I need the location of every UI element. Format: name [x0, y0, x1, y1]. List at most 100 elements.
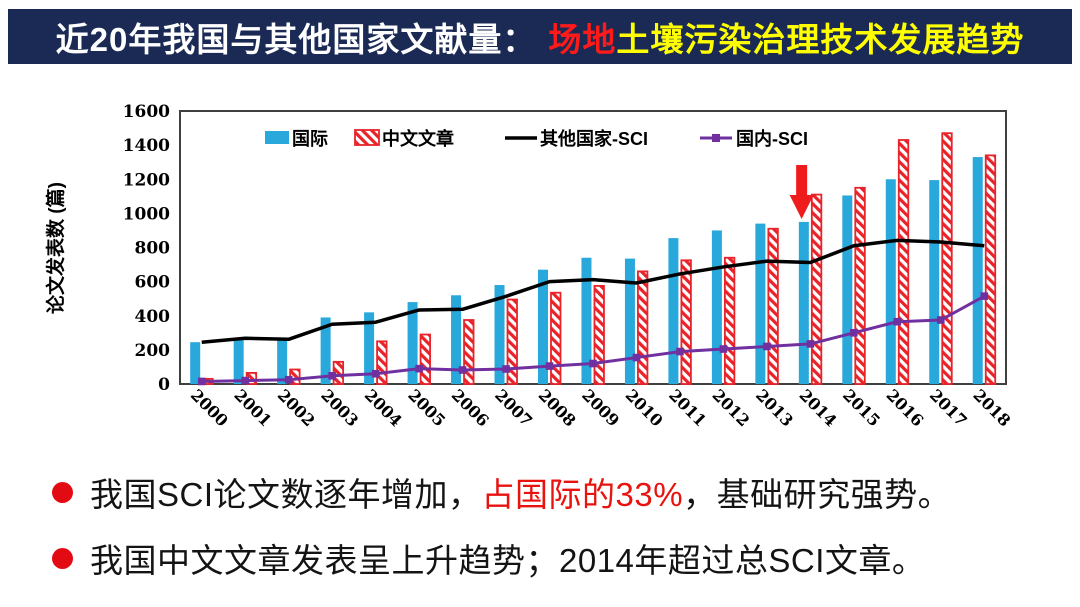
bar-国际-2017 — [929, 180, 940, 384]
marker-国内-SCI-2001 — [241, 376, 250, 385]
y-tick-1200: 1200 — [123, 170, 170, 190]
bar-中文文章-2005 — [419, 333, 431, 385]
x-tick-2006: 2006 — [448, 385, 493, 430]
y-tick-1000: 1000 — [123, 204, 170, 224]
bar-中文文章-2008 — [550, 291, 562, 385]
plot-frame — [179, 110, 1007, 385]
y-tick-1600: 1600 — [123, 102, 170, 122]
x-tick-2017: 2017 — [926, 385, 971, 430]
x-tick-2013: 2013 — [752, 385, 797, 430]
x-tick-2000: 2000 — [187, 385, 232, 430]
bullet-1-segment-1: 我国SCI论文数逐年增加， — [90, 476, 482, 513]
bar-国际-2007 — [494, 285, 505, 384]
marker-国内-SCI-2000 — [197, 377, 206, 386]
marker-国内-SCI-2011 — [676, 347, 684, 356]
x-tick-2012: 2012 — [709, 385, 754, 430]
marker-国内-SCI-2012 — [719, 345, 728, 353]
marker-国内-SCI-2008 — [545, 362, 554, 370]
bar-国际-2015 — [842, 195, 853, 384]
bar-国际-2016 — [885, 179, 896, 384]
title-highlight-site: 场地 — [548, 20, 617, 58]
legend-label-international: 国际 — [292, 129, 328, 149]
bar-中文文章-2015 — [854, 186, 866, 385]
bar-国际-2006 — [451, 295, 462, 384]
bar-国际-2009 — [581, 257, 592, 384]
marker-国内-SCI-2015 — [850, 329, 858, 337]
bar-中文文章-2016 — [897, 139, 910, 385]
bullet-1-segment-2: 占国际的33% — [481, 476, 684, 513]
x-tick-2005: 2005 — [404, 385, 449, 430]
bar-国际-2012 — [711, 230, 722, 384]
x-tick-2015: 2015 — [839, 385, 884, 430]
bar-国际-2014 — [798, 221, 809, 384]
line-其他国家-SCI — [201, 238, 985, 344]
x-tick-2003: 2003 — [317, 385, 362, 430]
marker-国内-SCI-2014 — [806, 340, 815, 348]
marker-国内-SCI-2002 — [284, 375, 293, 384]
marker-国内-SCI-2005 — [415, 364, 423, 373]
legend-label-domestic-sci: 国内-SCI — [736, 128, 808, 149]
bar-中文文章-2014 — [810, 193, 823, 385]
bar-中文文章-2018 — [984, 154, 997, 385]
bullet-item-2: 我国中文文章发表呈上升趋势；2014年超过总SCI文章。 — [52, 534, 925, 582]
legend-marker-domestic-sci — [712, 134, 720, 142]
title-prefix: 近20年我国与其他国家文献量： — [55, 20, 537, 58]
marker-国内-SCI-2007 — [502, 365, 510, 373]
marker-国内-SCI-2004 — [371, 369, 380, 378]
marker-国内-SCI-2016 — [893, 317, 902, 326]
x-tick-2008: 2008 — [535, 385, 580, 430]
y-tick-200: 200 — [135, 341, 171, 361]
x-tick-2011: 2011 — [665, 385, 710, 430]
y-tick-0: 0 — [158, 375, 170, 395]
legend-label-chinese-articles: 中文文章 — [382, 128, 454, 149]
title-bar: 近20年我国与其他国家文献量： 场地 土壤污染治理技术发展趋势 — [8, 9, 1072, 64]
y-tick-800: 800 — [135, 239, 171, 259]
marker-国内-SCI-2018 — [980, 292, 989, 300]
marker-国内-SCI-2017 — [936, 316, 945, 324]
marker-国内-SCI-2013 — [763, 342, 771, 351]
bar-中文文章-2012 — [723, 256, 736, 385]
legend-label-other-countries-sci: 其他国家-SCI — [540, 128, 648, 149]
x-tick-2014: 2014 — [796, 385, 841, 430]
bar-国际-2003 — [320, 317, 331, 384]
bullet-1-segment-3: ，基础研究强势。 — [683, 476, 952, 513]
bar-国际-2000 — [190, 342, 201, 384]
bullet-2-segment-1: 我国中文文章发表呈上升趋势；2014年超过总SCI文章。 — [90, 542, 926, 579]
x-tick-2010: 2010 — [622, 385, 667, 430]
bar-国际-2005 — [407, 302, 418, 384]
marker-国内-SCI-2009 — [589, 359, 597, 368]
bullet-item-1: 我国SCI论文数逐年增加， 占国际的33% ，基础研究强势。 — [52, 468, 951, 516]
y-tick-400: 400 — [135, 307, 171, 327]
bullet-dot-icon — [52, 481, 73, 503]
bar-中文文章-2006 — [463, 319, 475, 385]
y-tick-600: 600 — [135, 273, 171, 293]
legend-swatch-chinese-articles — [354, 129, 380, 146]
x-tick-2016: 2016 — [882, 385, 927, 430]
bar-国际-2010 — [624, 258, 635, 384]
bar-国际-2002 — [277, 337, 288, 384]
bar-国际-2011 — [668, 238, 679, 384]
x-tick-2018: 2018 — [969, 385, 1014, 430]
bar-中文文章-2004 — [376, 340, 388, 385]
bar-中文文章-2017 — [941, 132, 953, 385]
y-tick-1400: 1400 — [123, 136, 170, 156]
publications-trend-chart: 0 200 400 600 800 1000 1200 1400 1600 论文发表数 (篇) 20… — [44, 102, 1014, 430]
bar-中文文章-2011 — [680, 259, 692, 385]
legend-swatch-international — [265, 131, 289, 144]
marker-国内-SCI-2006 — [458, 366, 467, 374]
bar-国际-2004 — [364, 312, 375, 384]
annotation-arrow-head — [789, 195, 814, 219]
bar-中文文章-2010 — [637, 270, 649, 385]
bar-中文文章-2007 — [506, 298, 518, 385]
x-tick-2002: 2002 — [274, 385, 319, 430]
y-axis-title: 论文发表数 (篇) — [44, 182, 67, 314]
marker-国内-SCI-2010 — [632, 353, 641, 362]
bullet-dot-icon — [52, 547, 73, 569]
marker-国内-SCI-2003 — [328, 372, 336, 380]
x-tick-2004: 2004 — [361, 385, 406, 430]
bar-国际-2001 — [233, 337, 244, 384]
title-highlight-topic: 土壤污染治理技术发展趋势 — [616, 20, 1025, 58]
bar-国际-2018 — [972, 157, 983, 384]
bar-中文文章-2009 — [593, 284, 605, 385]
bar-国际-2013 — [755, 223, 766, 384]
